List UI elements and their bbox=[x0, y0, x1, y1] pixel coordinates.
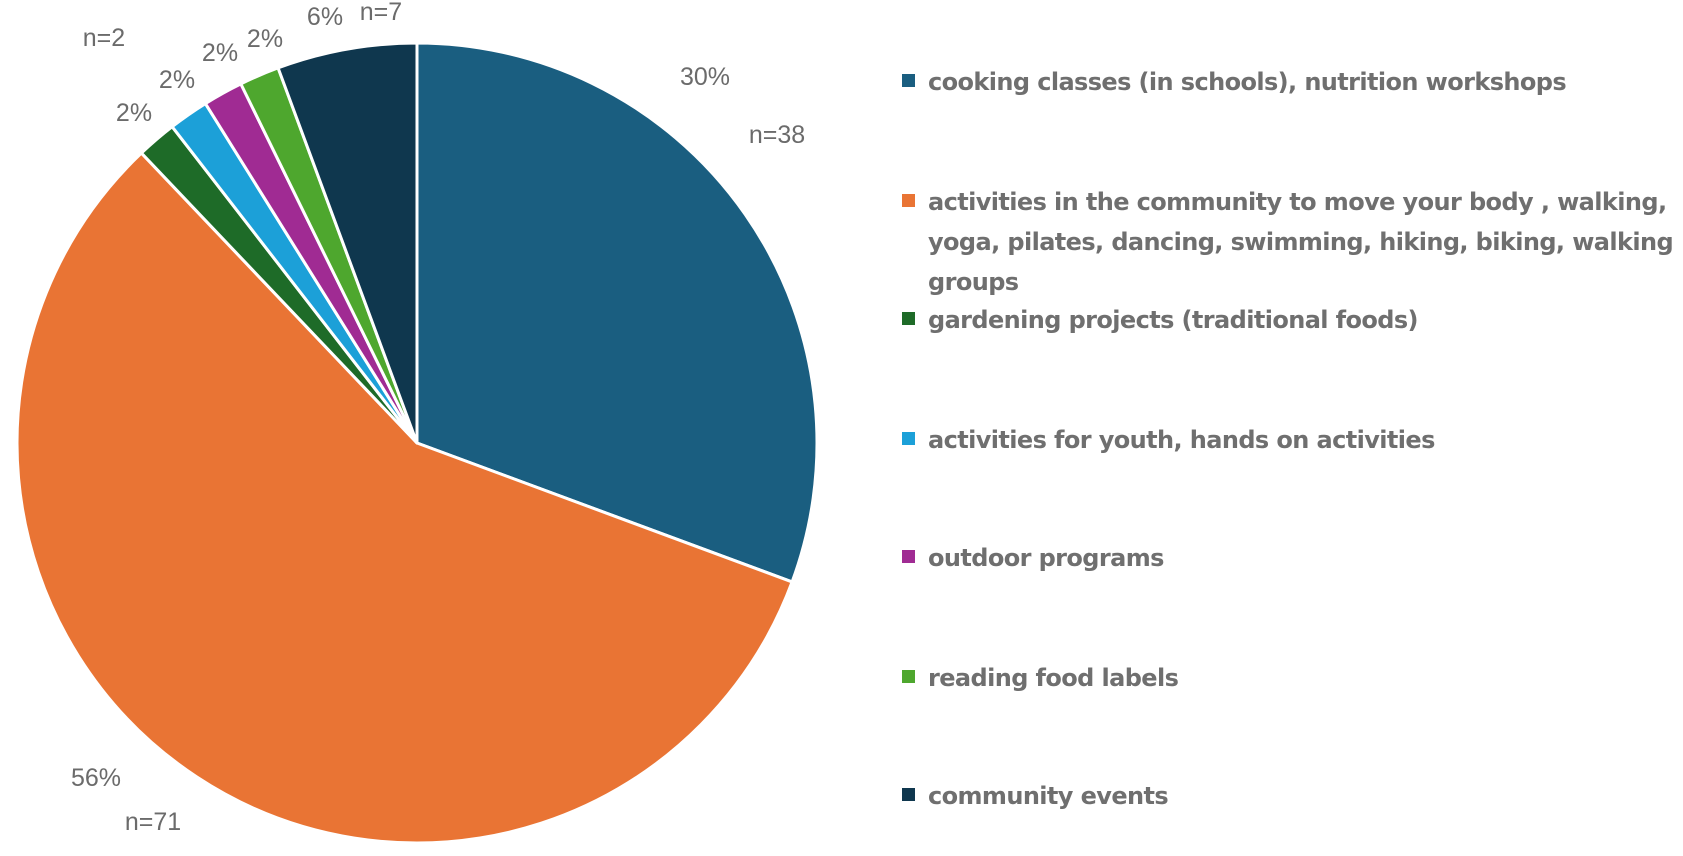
pie-slice bbox=[415, 41, 819, 584]
slice-percent-label: 30% bbox=[680, 63, 730, 91]
legend-swatch bbox=[902, 312, 915, 325]
slice-percent-label: 2% bbox=[202, 39, 238, 67]
slice-percent-label: 56% bbox=[71, 764, 121, 792]
legend-label: activities for youth, hands on activitie… bbox=[928, 426, 1435, 454]
legend-item: reading food labels bbox=[902, 658, 1682, 698]
legend-label: activities in the community to move your… bbox=[928, 188, 1674, 296]
legend-item: activities in the community to move your… bbox=[902, 182, 1682, 302]
slice-percent-label: 2% bbox=[116, 99, 152, 127]
slice-count-label: n=71 bbox=[125, 808, 181, 836]
legend-swatch bbox=[902, 788, 915, 801]
slice-count-label: n=7 bbox=[360, 0, 402, 26]
chart-legend: cooking classes (in schools), nutrition … bbox=[902, 0, 1682, 856]
legend-item: community events bbox=[902, 776, 1682, 816]
legend-swatch bbox=[902, 74, 915, 87]
pie-slices bbox=[15, 41, 819, 845]
legend-label: outdoor programs bbox=[928, 544, 1164, 572]
slice-percent-label: 2% bbox=[247, 25, 283, 53]
slice-percent-label: 6% bbox=[307, 3, 343, 31]
legend-swatch bbox=[902, 432, 915, 445]
legend-swatch bbox=[902, 550, 915, 563]
pie-slice bbox=[276, 41, 419, 445]
slice-count-label: n=38 bbox=[749, 121, 805, 149]
legend-label: cooking classes (in schools), nutrition … bbox=[928, 68, 1567, 96]
legend-item: outdoor programs bbox=[902, 538, 1682, 578]
slice-count-label: n=2 bbox=[83, 24, 125, 52]
legend-swatch bbox=[902, 194, 915, 207]
legend-label: reading food labels bbox=[928, 664, 1179, 692]
legend-label: community events bbox=[928, 782, 1169, 810]
slice-percent-label: 2% bbox=[159, 66, 195, 94]
legend-item: cooking classes (in schools), nutrition … bbox=[902, 62, 1682, 102]
legend-swatch bbox=[902, 670, 915, 683]
legend-item: activities for youth, hands on activitie… bbox=[902, 420, 1682, 460]
pie-slice bbox=[15, 151, 794, 845]
legend-item: gardening projects (traditional foods) bbox=[902, 300, 1682, 340]
legend-label: gardening projects (traditional foods) bbox=[928, 306, 1419, 334]
